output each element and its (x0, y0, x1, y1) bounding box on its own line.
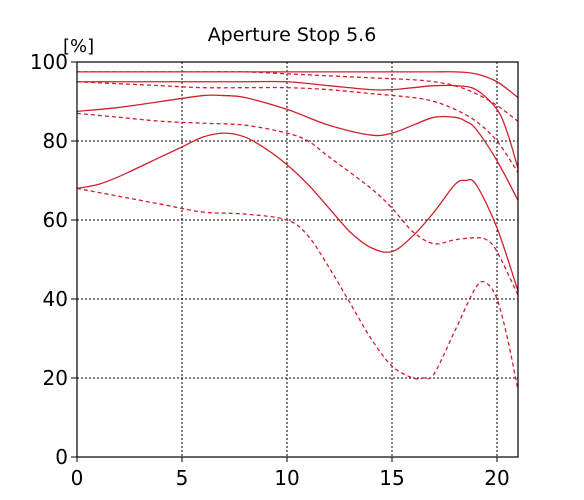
series-line-3-solid (77, 80, 519, 169)
plot-frame (76, 61, 519, 458)
x-tick-label: 10 (274, 466, 299, 490)
y-tick-label: 0 (55, 445, 68, 469)
data-series (76, 71, 519, 390)
y-tick-label: 100 (30, 50, 68, 74)
chart-title: Aperture Stop 5.6 (208, 24, 377, 46)
series-line-4-dashed (76, 81, 519, 173)
axis-ticks: 0 20 40 60 80 100 0 5 10 15 20 (30, 50, 510, 490)
x-tick-label: 15 (379, 466, 404, 490)
y-axis-unit-label: [%] (63, 36, 94, 57)
series-line-7-solid (76, 132, 519, 292)
y-tick-label: 80 (43, 129, 68, 153)
series-line-2-dashed (77, 71, 519, 122)
series-line-8-dashed (76, 187, 519, 390)
y-tick-label: 20 (43, 366, 68, 390)
y-tick-label: 40 (43, 287, 68, 311)
x-tick-label: 20 (484, 466, 509, 490)
x-tick-label: 0 (71, 466, 84, 490)
y-tick-label: 60 (43, 208, 68, 232)
series-line-6-dashed (76, 112, 519, 296)
x-tick-label: 5 (176, 466, 189, 490)
grid (77, 62, 518, 457)
series-line-5-solid (76, 94, 519, 201)
